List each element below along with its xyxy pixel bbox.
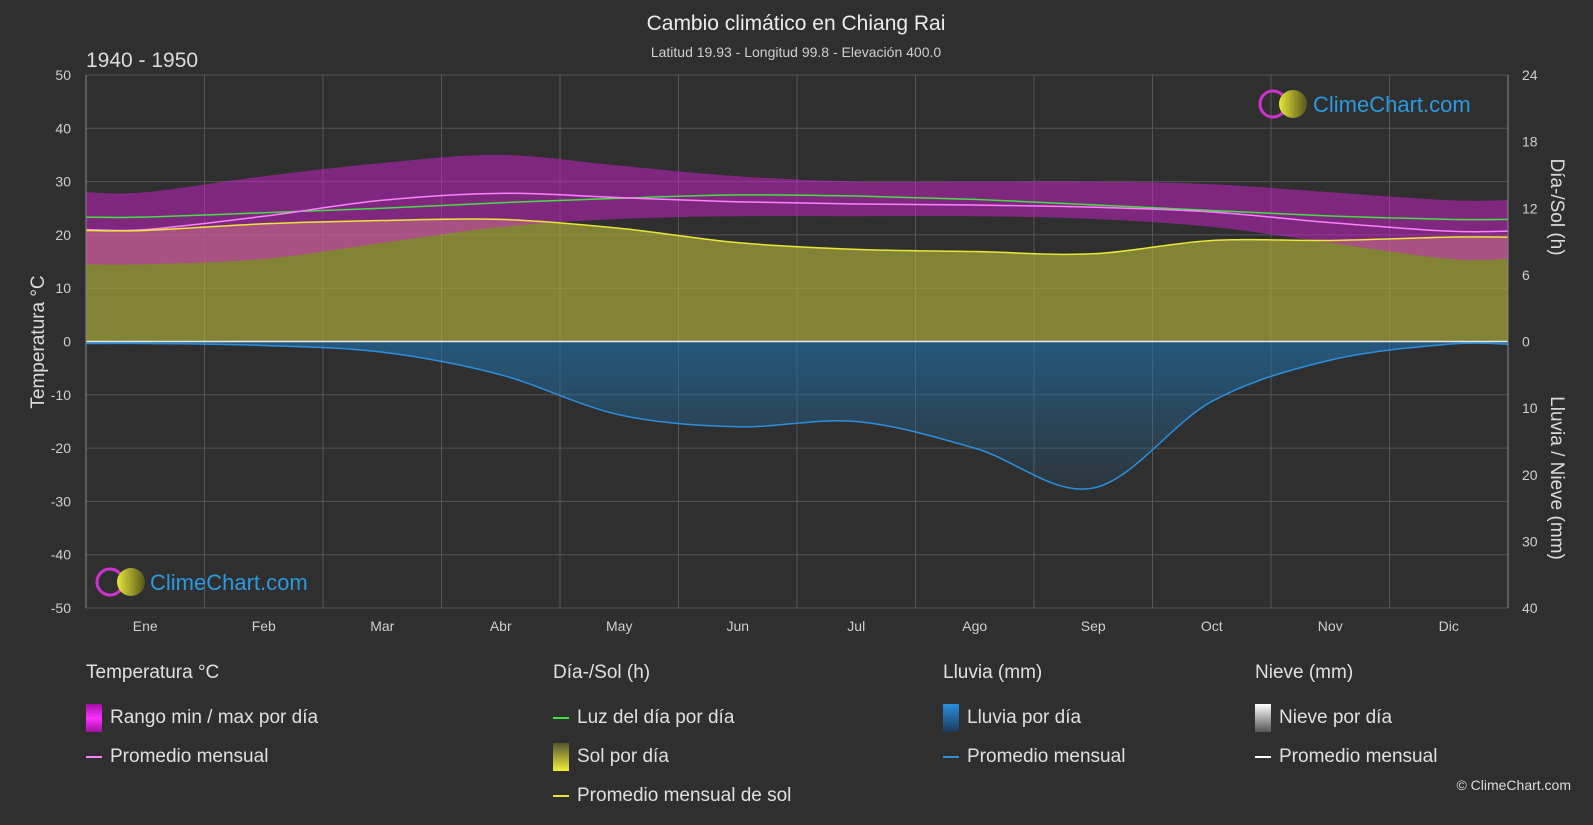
legend-item: Promedio mensual	[1255, 737, 1437, 776]
temp-range-band	[86, 154, 1508, 265]
logo-bottom: ClimeChart.com	[95, 567, 308, 597]
y-right-top-tick-label: 0	[1522, 334, 1530, 350]
legend-item: Promedio mensual de sol	[553, 776, 791, 815]
x-tick-label: Dic	[1439, 618, 1459, 634]
x-tick-label: Ene	[133, 618, 158, 634]
y-left-tick-label: 0	[63, 334, 71, 350]
legend-label: Promedio mensual	[967, 745, 1126, 767]
period-label: 1940 - 1950	[86, 49, 198, 72]
legend-label: Promedio mensual	[1279, 745, 1438, 767]
legend-label: Luz del día por día	[577, 706, 735, 728]
x-tick-label: Abr	[490, 618, 512, 634]
y-right-top-label: Día-/Sol (h)	[1546, 158, 1567, 255]
y-left-tick-label: 50	[55, 67, 71, 83]
logo-text-top: ClimeChart.com	[1313, 92, 1471, 117]
legend-sun: Día-/Sol (h) Luz del día por día Sol por…	[553, 662, 791, 815]
rain-avg-swatch	[943, 755, 959, 758]
legend-label: Sol por día	[577, 745, 669, 767]
sun-swatch	[553, 742, 569, 771]
legend-item: Luz del día por día	[553, 698, 791, 737]
logo-sun-icon	[117, 568, 145, 596]
chart-subtitle: Latitud 19.93 - Longitud 99.8 - Elevació…	[651, 44, 942, 60]
legend-item: Lluvia por día	[943, 698, 1125, 737]
rain-swatch	[943, 703, 959, 732]
x-tick-label: Jun	[726, 618, 749, 634]
y-left-tick-label: -40	[51, 547, 71, 563]
sun-area	[86, 218, 1508, 342]
x-tick-label: Jul	[847, 618, 865, 634]
y-left-tick-label: 40	[55, 120, 71, 136]
y-left-tick-label: -10	[51, 387, 71, 403]
logo-sun-icon	[1279, 90, 1307, 118]
sun-avg-line	[85, 218, 1509, 256]
y-right-bottom-tick-label: 10	[1522, 400, 1538, 416]
logo-top: ClimeChart.com	[1258, 89, 1471, 119]
temp-range-swatch	[86, 703, 102, 732]
y-left-label: Temperatura °C	[28, 275, 49, 408]
y-right-bottom-label: Lluvia / Nieve (mm)	[1546, 396, 1567, 560]
legend-item: Promedio mensual	[86, 737, 318, 776]
sun-avg-swatch	[553, 794, 569, 797]
copyright: © ClimeChart.com	[1456, 777, 1571, 793]
x-tick-label: May	[606, 618, 632, 634]
y-right-top-tick-label: 24	[1522, 67, 1538, 83]
x-tick-label: Oct	[1201, 618, 1223, 634]
y-left-tick-label: -20	[51, 440, 71, 456]
snow-avg-swatch	[1255, 755, 1271, 758]
y-right-top-tick-label: 18	[1522, 134, 1538, 150]
temp-avg-line	[85, 192, 1509, 233]
x-tick-label: Sep	[1081, 618, 1106, 634]
y-right-top-tick-label: 12	[1522, 200, 1538, 216]
y-right-top-tick-label: 6	[1522, 267, 1530, 283]
daylight-swatch	[553, 716, 569, 719]
legend-head-snow: Nieve (mm)	[1255, 662, 1354, 683]
legend-item: Sol por día	[553, 737, 791, 776]
legend-item: Rango min / max por día	[86, 698, 318, 737]
x-tick-label: Feb	[252, 618, 276, 634]
y-right-bottom-tick-label: 40	[1522, 600, 1538, 616]
snow-swatch	[1255, 703, 1271, 732]
legend-label: Rango min / max por día	[110, 706, 319, 728]
plot-area: 50 40 30 20 10 0 -10 -20 -30 -40 -50 24 18 12 6 0 10 20 30…	[51, 67, 1538, 634]
legend-item: Nieve por día	[1255, 698, 1437, 737]
y-left-tick-label: 20	[55, 227, 71, 243]
legend-head-rain: Lluvia (mm)	[943, 662, 1043, 683]
y-left-tick-label: 30	[55, 174, 71, 190]
legend-label: Nieve por día	[1279, 706, 1393, 728]
legend-head-sun: Día-/Sol (h)	[553, 662, 651, 683]
x-tick-label: Mar	[370, 618, 394, 634]
y-right-bottom-tick-label: 30	[1522, 533, 1538, 549]
x-tick-label: Nov	[1318, 618, 1343, 634]
logo-text-bottom: ClimeChart.com	[150, 570, 308, 595]
chart-title: Cambio climático en Chiang Rai	[647, 12, 946, 35]
rain-area	[86, 341, 1508, 490]
legend-item: Promedio mensual	[943, 737, 1125, 776]
legend-label: Lluvia por día	[967, 706, 1082, 728]
y-left-tick-label: -30	[51, 493, 71, 509]
legend-rain: Lluvia (mm) Lluvia por día Promedio mens…	[943, 662, 1125, 776]
y-left-tick-label: 10	[55, 280, 71, 296]
legend-label: Promedio mensual	[110, 745, 269, 767]
legend-head-temperature: Temperatura °C	[86, 662, 220, 683]
y-left-tick-label: -50	[51, 600, 71, 616]
temp-avg-swatch	[86, 755, 102, 758]
y-right-bottom-tick-label: 20	[1522, 467, 1538, 483]
legend-temperature: Temperatura °C Rango min / max por día P…	[86, 662, 318, 776]
legend-snow: Nieve (mm) Nieve por día Promedio mensua…	[1255, 662, 1437, 776]
x-tick-label: Ago	[962, 618, 987, 634]
legend-label: Promedio mensual de sol	[577, 784, 792, 806]
rain-avg-line	[85, 342, 1509, 490]
